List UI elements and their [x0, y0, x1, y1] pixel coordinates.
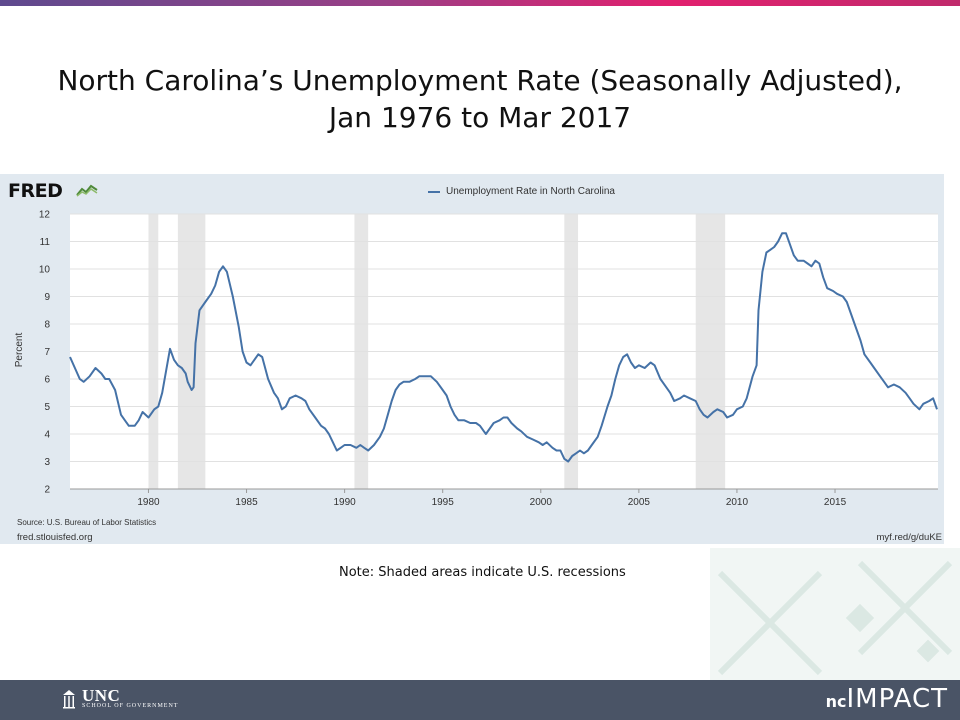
unc-name: UNC	[82, 686, 121, 705]
y-tick-11: 11	[40, 237, 51, 248]
y-tick-10: 10	[39, 265, 51, 276]
y-axis-label: Percent	[14, 333, 25, 368]
fred-url-link[interactable]: fred.stlouisfed.org	[17, 532, 93, 543]
chart-legend: Unemployment Rate in North Carolina	[428, 186, 615, 197]
ncimpact-main: IMPACT	[846, 684, 948, 714]
slide-title-line-2: Jan 1976 to Mar 2017	[328, 101, 632, 134]
fred-logo: FRED	[8, 180, 98, 202]
fred-logo-text: FRED	[8, 180, 63, 202]
series-layer	[69, 232, 938, 463]
background-decoration	[710, 548, 960, 680]
unemployment-line-chart: 2 3 4 5 6 7 8 9 10 11 12 1980 1985 1990 1995 2000 2005 2…	[14, 210, 938, 508]
ncimpact-prefix: nc	[825, 692, 847, 711]
legend-label: Unemployment Rate in North Carolina	[446, 186, 615, 197]
series-line-nc-unemployment	[69, 232, 938, 463]
y-tick-6: 6	[44, 375, 50, 386]
legend-line-swatch	[428, 190, 440, 193]
y-tick-9: 9	[44, 292, 50, 303]
slide-title-line-1: North Carolina’s Unemployment Rate (Seas…	[57, 64, 903, 97]
x-tick-2005: 2005	[628, 497, 651, 508]
footer-bar: UNC SCHOOL OF GOVERNMENT ncIMPACT	[0, 680, 960, 720]
unc-subtitle: SCHOOL OF GOVERNMENT	[82, 703, 179, 709]
x-tick-2000: 2000	[530, 497, 553, 508]
y-tick-8: 8	[44, 320, 50, 331]
fred-logo-graph-icon	[76, 184, 98, 197]
slide-title: North Carolina’s Unemployment Rate (Seas…	[40, 62, 920, 136]
y-tick-5: 5	[44, 402, 50, 413]
x-tick-1985: 1985	[235, 497, 258, 508]
x-tick-2015: 2015	[824, 497, 847, 508]
grid-lines	[70, 213, 938, 493]
y-tick-7: 7	[44, 347, 50, 358]
fred-chart-panel: FRED Unemployment Rate in North Carolina…	[0, 174, 944, 544]
y-tick-3: 3	[44, 457, 50, 468]
recession-note: Note: Shaded areas indicate U.S. recessi…	[339, 565, 626, 580]
x-tick-1980: 1980	[137, 497, 160, 508]
x-tick-1995: 1995	[432, 497, 455, 508]
y-tick-4: 4	[44, 430, 50, 441]
y-tick-12: 12	[39, 210, 51, 221]
old-well-icon	[63, 689, 75, 708]
ncimpact-logo: ncIMPACT	[826, 684, 948, 714]
x-tick-1990: 1990	[333, 497, 356, 508]
chart-source: Source: U.S. Bureau of Labor Statistics	[17, 518, 157, 527]
y-tick-2: 2	[44, 485, 50, 496]
unc-sog-logo: UNC SCHOOL OF GOVERNMENT	[62, 686, 179, 709]
x-tick-labels: 1980 1985 1990 1995 2000 2005 2010 2015	[137, 497, 846, 508]
short-url-link[interactable]: myf.red/g/duKE	[876, 532, 942, 543]
unc-text: UNC SCHOOL OF GOVERNMENT	[82, 686, 179, 709]
y-tick-labels: 2 3 4 5 6 7 8 9 10 11 12	[39, 210, 51, 496]
x-tick-2010: 2010	[726, 497, 749, 508]
top-accent-bar	[0, 0, 960, 6]
